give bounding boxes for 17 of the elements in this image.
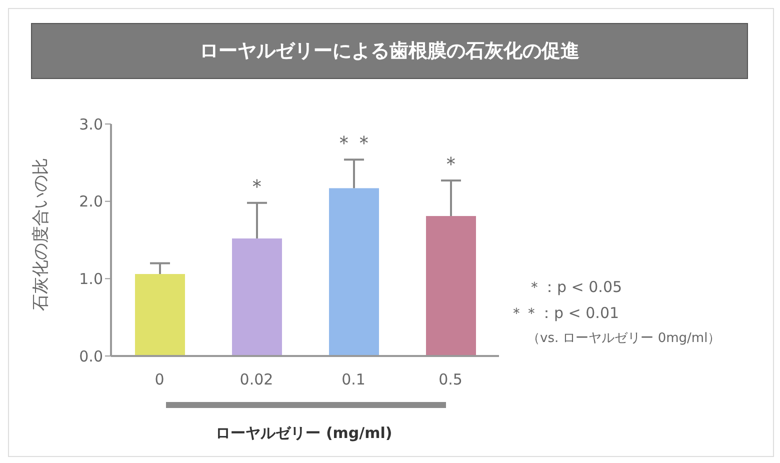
y-tick-label: 1.0 [79, 270, 103, 288]
text: ＊＊：p < 0.01 [509, 303, 620, 324]
y-tick-label: 3.0 [79, 115, 103, 134]
x-axis-title: ローヤルゼリー (mg/ml) [214, 424, 394, 443]
y-tick-label: 0.0 [79, 347, 103, 366]
y-tick-label: 2.0 [79, 192, 103, 211]
x-tick-label: 0.5 [438, 370, 462, 389]
text: ＊：p < 0.05 [526, 277, 624, 298]
x-tick-label: 0.1 [342, 370, 366, 389]
y-axis-title: 石灰化の度合いの比 [30, 158, 52, 310]
annotation: ＊ [441, 151, 461, 176]
x-tick-label: 0 [154, 370, 164, 389]
annotation: ＊＊ [334, 130, 374, 155]
x-tick-label: 0.02 [240, 370, 274, 389]
annotation: ＊ [247, 174, 267, 198]
chart-title: ローヤルゼリーによる歯根膜の石灰化の促進 [31, 23, 748, 79]
text: （vs. ローヤルゼリー 0mg/ml） [526, 330, 721, 348]
